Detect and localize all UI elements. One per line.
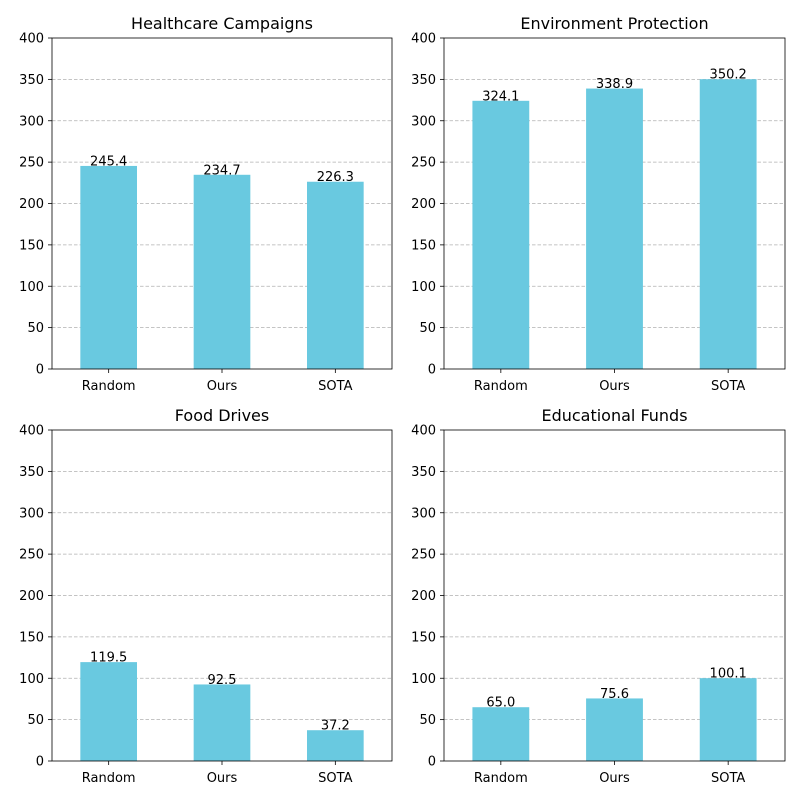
y-tick-label: 200 bbox=[19, 589, 44, 604]
x-tick-label: Random bbox=[82, 379, 136, 394]
y-tick-label: 300 bbox=[19, 114, 44, 129]
chart-panel-4: 0 50 100 150 200 250 300 350 400 65.0 Random 75.6 Ou… bbox=[411, 406, 786, 786]
bar-ours bbox=[193, 684, 251, 761]
data-label: 324.1 bbox=[482, 89, 519, 104]
data-label: 65.0 bbox=[486, 696, 515, 711]
y-tick-label: 100 bbox=[19, 280, 44, 295]
y-tick-label: 250 bbox=[19, 548, 44, 563]
data-label: 338.9 bbox=[596, 77, 633, 92]
y-tick-label: 100 bbox=[411, 280, 436, 295]
chart-panel-2: 0 50 100 150 200 250 300 350 400 324.1 Random 338.9… bbox=[411, 14, 786, 394]
y-tick-label: 0 bbox=[428, 755, 436, 770]
y-tick-label: 400 bbox=[19, 424, 44, 439]
y-tick-label: 300 bbox=[19, 506, 44, 521]
chart-panel-1: 0 50 100 150 200 250 300 350 400 245.4 Random 234.7… bbox=[19, 14, 393, 394]
y-tick-label: 0 bbox=[428, 363, 436, 378]
bar-sota bbox=[699, 678, 757, 761]
bar-random bbox=[80, 662, 137, 761]
x-tick-label: Random bbox=[82, 771, 136, 786]
bar-ours bbox=[586, 698, 643, 761]
data-label: 100.1 bbox=[710, 667, 747, 682]
bar-sota bbox=[699, 79, 757, 369]
y-tick-label: 50 bbox=[27, 713, 44, 728]
plot-frame bbox=[443, 37, 786, 370]
bar-ours bbox=[586, 88, 643, 370]
y-tick-label: 400 bbox=[411, 32, 436, 47]
y-tick-label: 200 bbox=[411, 197, 436, 212]
data-label: 350.2 bbox=[710, 68, 747, 83]
bar-ours bbox=[193, 174, 251, 369]
y-tick-label: 350 bbox=[19, 465, 44, 480]
y-tick-label: 250 bbox=[411, 156, 436, 171]
bar-random bbox=[472, 707, 530, 761]
data-label: 119.5 bbox=[90, 651, 127, 666]
y-tick-label: 350 bbox=[19, 73, 44, 88]
y-tick-label: 50 bbox=[27, 321, 44, 336]
y-tick-label: 250 bbox=[19, 156, 44, 171]
chart-title: Food Drives bbox=[175, 406, 269, 425]
x-tick-label: Ours bbox=[599, 379, 630, 394]
y-tick-label: 150 bbox=[411, 630, 436, 645]
y-tick-label: 200 bbox=[411, 589, 436, 604]
bar-random bbox=[80, 165, 137, 369]
y-tick-label: 350 bbox=[411, 73, 436, 88]
x-tick-label: Random bbox=[474, 379, 528, 394]
data-label: 245.4 bbox=[90, 154, 127, 169]
y-tick-label: 150 bbox=[411, 238, 436, 253]
y-tick-label: 300 bbox=[411, 114, 436, 129]
y-tick-label: 100 bbox=[19, 672, 44, 687]
chart-title: Educational Funds bbox=[541, 406, 687, 425]
x-tick-label: Ours bbox=[207, 379, 238, 394]
y-tick-label: 400 bbox=[411, 424, 436, 439]
data-label: 234.7 bbox=[203, 163, 240, 178]
y-tick-label: 50 bbox=[419, 713, 436, 728]
y-tick-label: 400 bbox=[19, 32, 44, 47]
x-tick-label: Random bbox=[474, 771, 528, 786]
y-tick-label: 100 bbox=[411, 672, 436, 687]
y-tick-label: 0 bbox=[36, 755, 44, 770]
y-tick-label: 150 bbox=[19, 238, 44, 253]
plot-frame bbox=[443, 429, 786, 762]
data-label: 92.5 bbox=[208, 673, 237, 688]
plot-frame bbox=[51, 37, 393, 370]
y-tick-label: 150 bbox=[19, 630, 44, 645]
y-tick-label: 0 bbox=[36, 363, 44, 378]
y-tick-label: 250 bbox=[411, 548, 436, 563]
y-tick-label: 350 bbox=[411, 465, 436, 480]
x-tick-label: SOTA bbox=[318, 379, 352, 394]
x-tick-label: SOTA bbox=[318, 771, 352, 786]
plot-frame bbox=[51, 429, 393, 762]
data-label: 37.2 bbox=[321, 719, 350, 734]
data-label: 226.3 bbox=[317, 170, 354, 185]
bar-sota bbox=[307, 181, 364, 369]
chart-title: Healthcare Campaigns bbox=[131, 14, 313, 33]
bar-sota bbox=[307, 730, 364, 761]
x-tick-label: Ours bbox=[207, 771, 238, 786]
data-label: 75.6 bbox=[600, 687, 629, 702]
y-tick-label: 50 bbox=[419, 321, 436, 336]
y-tick-label: 300 bbox=[411, 506, 436, 521]
bar-random bbox=[472, 100, 530, 369]
x-tick-label: SOTA bbox=[711, 379, 745, 394]
x-tick-label: SOTA bbox=[711, 771, 745, 786]
chart-panel-3: 0 50 100 150 200 250 300 350 400 119.5 Random 92.5 O… bbox=[19, 406, 393, 786]
y-tick-label: 200 bbox=[19, 197, 44, 212]
x-tick-label: Ours bbox=[599, 771, 630, 786]
chart-title: Environment Protection bbox=[520, 14, 708, 33]
